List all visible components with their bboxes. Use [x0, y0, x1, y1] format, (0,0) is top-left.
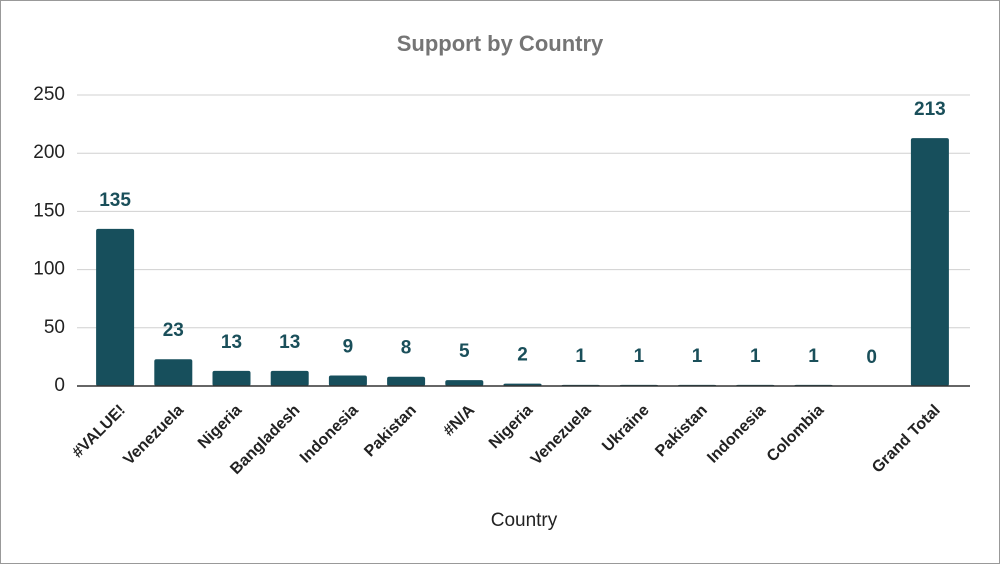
y-tick-label: 100 — [33, 259, 65, 280]
data-label: 1 — [808, 346, 819, 367]
data-label: 5 — [459, 341, 470, 362]
bar — [445, 380, 484, 386]
bar — [270, 370, 309, 386]
bar — [96, 228, 135, 386]
bar — [154, 359, 193, 386]
data-label: 9 — [343, 337, 354, 358]
data-label: 1 — [692, 346, 703, 367]
bar — [387, 376, 426, 386]
data-label: 1 — [750, 346, 761, 367]
data-label: 0 — [866, 347, 877, 368]
bar — [910, 138, 949, 386]
bar — [212, 370, 251, 386]
y-tick-label: 150 — [33, 200, 65, 221]
y-tick-label: 0 — [54, 375, 65, 396]
data-label: 13 — [221, 332, 242, 353]
data-label: 1 — [634, 346, 645, 367]
data-label: 1 — [575, 346, 586, 367]
chart-title: Support by Country — [397, 31, 604, 56]
data-label: 23 — [163, 320, 184, 341]
data-label: 135 — [99, 190, 131, 211]
data-label: 8 — [401, 338, 412, 359]
data-label: 2 — [517, 345, 528, 366]
data-label: 213 — [914, 99, 946, 120]
data-label: 13 — [279, 332, 300, 353]
y-tick-label: 250 — [33, 84, 65, 105]
y-tick-label: 50 — [44, 317, 65, 338]
bar — [328, 375, 367, 386]
y-tick-label: 200 — [33, 142, 65, 163]
x-axis-title: Country — [491, 510, 558, 531]
